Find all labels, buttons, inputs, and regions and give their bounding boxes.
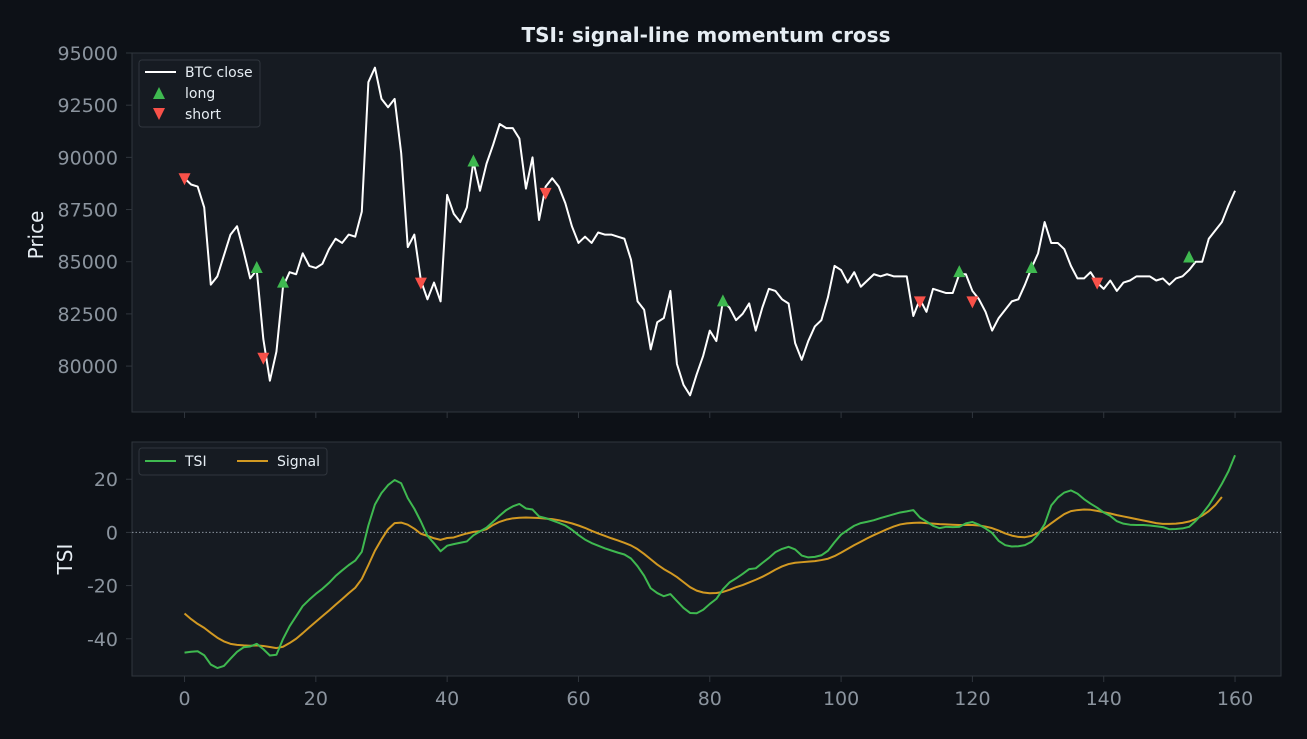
x-tick-label: 0 xyxy=(178,688,190,710)
legend-long-marker xyxy=(153,87,165,99)
price-legend-box xyxy=(138,59,261,128)
x-tick-label: 60 xyxy=(566,688,590,710)
x-tick-label: 40 xyxy=(435,688,459,710)
chart-title: TSI: signal-line momentum cross xyxy=(522,23,891,47)
y-tick-label: -20 xyxy=(87,576,118,598)
y-tick-label: 20 xyxy=(94,469,118,491)
x-tick-label: 140 xyxy=(1086,688,1122,710)
long-marker xyxy=(1025,260,1038,273)
x-tick-label: 80 xyxy=(698,688,722,710)
tsi-legend: TSI Signal xyxy=(138,447,328,476)
price-y-ticks: 80000 82500 85000 87500 90000 92500 95000 xyxy=(58,43,132,378)
y-tick-label: 95000 xyxy=(58,43,118,65)
long-marker xyxy=(1183,250,1196,263)
short-marker xyxy=(257,352,270,365)
price-axes-background xyxy=(131,52,1282,413)
tsi-panel: -40 -20 0 20 0 20 40 60 80 100 120 140 160 TSI TSI … xyxy=(53,441,1282,710)
legend-short-label: short xyxy=(185,107,221,123)
y-tick-label: 90000 xyxy=(58,147,118,169)
tsi-axes-background xyxy=(131,441,1282,677)
series-line-tsi xyxy=(184,454,1236,670)
y-tick-label: -40 xyxy=(87,629,118,651)
legend-tsi-label: TSI xyxy=(184,454,207,470)
long-marker xyxy=(716,294,729,307)
price-legend: BTC close long short xyxy=(138,59,261,128)
series-line-btc-close xyxy=(183,66,1236,397)
series-line-signal xyxy=(183,496,1223,650)
tsi-y-axis-label: TSI xyxy=(53,544,77,576)
short-marker xyxy=(913,296,926,309)
short-marker xyxy=(414,277,427,290)
price-lines xyxy=(183,66,1236,397)
y-tick-label: 82500 xyxy=(58,304,118,326)
y-tick-label: 85000 xyxy=(58,252,118,274)
x-tick-label: 160 xyxy=(1217,688,1253,710)
y-tick-label: 0 xyxy=(106,522,118,544)
long-marker xyxy=(953,265,966,278)
short-marker xyxy=(966,296,979,309)
y-tick-label: 80000 xyxy=(58,356,118,378)
price-y-axis-label: Price xyxy=(24,211,48,260)
legend-short-marker xyxy=(153,108,165,120)
tsi-lines xyxy=(183,454,1236,670)
long-marker xyxy=(277,275,290,288)
y-tick-label: 92500 xyxy=(58,95,118,117)
x-tick-label: 20 xyxy=(304,688,328,710)
legend-btc-close-label: BTC close xyxy=(185,65,253,81)
x-tick-label: 100 xyxy=(823,688,859,710)
legend-long-label: long xyxy=(185,86,215,102)
price-markers xyxy=(178,154,1196,365)
price-x-ticks xyxy=(184,412,1236,418)
short-marker xyxy=(539,187,552,200)
short-marker xyxy=(1091,277,1104,290)
price-panel: 80000 82500 85000 87500 90000 92500 95000 Pric… xyxy=(24,43,1282,418)
tsi-x-ticks: 0 20 40 60 80 100 120 140 160 xyxy=(178,676,1253,710)
long-marker xyxy=(467,154,480,167)
tsi-legend-box xyxy=(138,447,328,476)
short-marker xyxy=(178,173,191,186)
x-tick-label: 120 xyxy=(954,688,990,710)
tsi-y-ticks: -40 -20 0 20 xyxy=(87,469,132,651)
long-marker xyxy=(250,260,263,273)
legend-signal-label: Signal xyxy=(277,454,320,470)
y-tick-label: 87500 xyxy=(58,200,118,222)
